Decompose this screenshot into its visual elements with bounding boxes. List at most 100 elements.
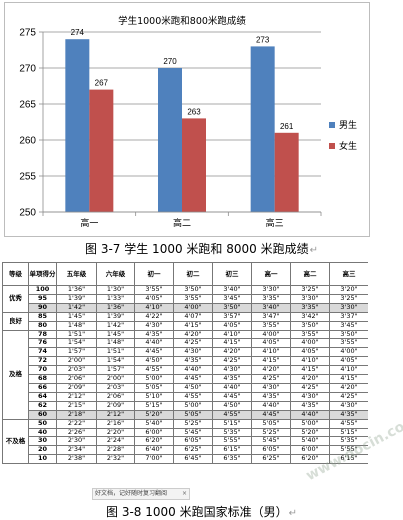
y-tick-label: 255 <box>19 172 36 183</box>
time-cell: 4'55" <box>212 409 252 420</box>
score-cell: 78 <box>28 329 57 340</box>
bar <box>274 132 299 212</box>
column-header: 五年级 <box>56 262 97 286</box>
data-label: 261 <box>280 122 294 131</box>
paragraph-mark: ↵ <box>288 508 297 519</box>
time-cell: 2'24" <box>96 436 135 447</box>
time-cell: 4'15" <box>290 365 330 376</box>
time-cell: 1'30" <box>96 285 135 295</box>
time-cell: 5'40" <box>290 436 330 447</box>
time-cell: 2'18" <box>56 409 97 420</box>
time-cell: 4'30" <box>134 320 174 331</box>
figure-caption-text: 图 3-8 1000 米跑国家标准（男） <box>106 505 288 519</box>
time-cell: 4'05" <box>212 320 252 331</box>
time-cell: 6'20" <box>134 436 174 447</box>
time-cell: 6'00" <box>290 445 330 456</box>
time-cell: 3'35" <box>251 293 291 304</box>
popup-banner[interactable]: 好文档，记好随时复习翻阅 × <box>92 488 190 500</box>
time-cell: 4'50" <box>212 400 252 411</box>
time-cell: 4'10" <box>290 356 330 367</box>
time-cell: 6'05" <box>251 445 291 456</box>
bar-chart: 学生1000米跑和800米跑成绩 250 255 260 265 270 275 274 267… <box>19 15 357 229</box>
data-label: 263 <box>187 107 201 116</box>
time-cell: 1'42" <box>56 302 97 313</box>
table-row: 良好 85 1'45" 1'39" 4'22" 4'07" 3'57" 3'47" 3'42" 3… <box>2 311 368 331</box>
time-cell: 1'39" <box>96 311 135 322</box>
table-row: 10 2'38" 2'32" 7'00" 6'45" 6'35" 6'25" 6'20" 6'1… <box>3 454 368 465</box>
time-cell: 2'30" <box>56 436 97 447</box>
close-icon[interactable]: × <box>181 490 187 497</box>
time-cell: 2'38" <box>56 454 97 465</box>
time-cell: 4'40" <box>212 382 252 393</box>
time-cell: 3'25" <box>329 293 368 304</box>
time-cell: 3'50" <box>329 329 368 340</box>
time-cell: 5'25" <box>173 418 213 429</box>
x-tick-label: 高三 <box>266 217 284 229</box>
time-cell: 4'10" <box>134 302 174 313</box>
figure-caption-3-7: 图 3-7 学生 1000 米跑和 8000 米跑成绩↵ <box>0 240 403 257</box>
table-header-row: 等级 单项得分 五年级 六年级 初一 初二 初三 高一 高二 高三 <box>2 262 368 286</box>
time-cell: 4'30" <box>329 400 368 411</box>
time-cell: 1'57" <box>56 347 97 358</box>
time-cell: 2'03" <box>96 382 135 393</box>
time-cell: 4'10" <box>212 329 252 340</box>
bar <box>65 39 90 213</box>
time-cell: 1'48" <box>56 320 97 331</box>
time-cell: 4'45" <box>251 409 291 420</box>
time-cell: 1'36" <box>56 285 97 295</box>
score-cell: 20 <box>28 445 57 456</box>
column-header: 初三 <box>212 262 252 286</box>
time-cell: 2'12" <box>96 409 135 420</box>
time-cell: 2'34" <box>56 445 97 456</box>
time-cell: 4'20" <box>329 382 368 393</box>
time-cell: 1'57" <box>96 365 135 376</box>
time-cell: 3'55" <box>173 293 213 304</box>
bar <box>250 46 275 213</box>
paragraph-mark: ↵ <box>309 245 318 256</box>
score-cell: 74 <box>28 347 57 358</box>
time-cell: 3'55" <box>251 320 291 331</box>
time-cell: 4'20" <box>173 329 213 340</box>
time-cell: 2'32" <box>96 454 135 465</box>
table-row: 72 2'00" 1'54" 4'50" 4'35" 4'25" 4'15" 4'10" 4'0… <box>3 356 368 367</box>
time-cell: 5'10" <box>134 391 174 402</box>
table-row: 90 1'42" 1'36" 4'10" 4'00" 3'50" 3'40" 3'35" 3'3… <box>3 302 368 313</box>
time-cell: 4'05" <box>134 293 174 304</box>
legend-swatch <box>329 122 335 128</box>
table-row: 74 1'57" 1'51" 4'45" 4'30" 4'20" 4'10" 4'05" 4'0… <box>3 347 368 358</box>
column-header: 初二 <box>173 262 213 286</box>
time-cell: 4'20" <box>251 365 291 376</box>
score-cell: 100 <box>28 285 57 295</box>
table-row: 优秀 100 1'36" 1'30" 3'55" 3'50" 3'40" 3'30" 3'25"… <box>2 285 368 313</box>
standards-table-wrap: 等级 单项得分 五年级 六年级 初一 初二 初三 高一 高二 高三 优秀 100 1'36" 1'30"… <box>2 262 368 497</box>
time-cell: 6'15" <box>212 445 252 456</box>
time-cell: 4'30" <box>173 347 213 358</box>
time-cell: 6'00" <box>134 427 174 438</box>
time-cell: 3'20" <box>329 285 368 295</box>
time-cell: 2'28" <box>96 445 135 456</box>
time-cell: 5'05" <box>251 418 291 429</box>
time-cell: 5'35" <box>212 427 252 438</box>
time-cell: 4'25" <box>290 382 330 393</box>
time-cell: 4'00" <box>329 347 368 358</box>
time-cell: 1'36" <box>96 302 135 313</box>
time-cell: 4'40" <box>290 409 330 420</box>
time-cell: 1'51" <box>96 347 135 358</box>
time-cell: 5'25" <box>251 427 291 438</box>
time-cell: 4'15" <box>329 374 368 384</box>
time-cell: 2'06" <box>56 374 97 384</box>
table-row: 30 2'30" 2'24" 6'20" 6'05" 5'55" 5'45" 5'40" 5'3… <box>3 436 368 447</box>
y-tick-label: 270 <box>19 64 36 75</box>
time-cell: 3'37" <box>329 311 368 322</box>
column-header: 高三 <box>329 262 368 286</box>
time-cell: 4'55" <box>329 418 368 429</box>
time-cell: 4'35" <box>173 356 213 367</box>
score-cell: 72 <box>28 356 57 367</box>
level-cell: 优秀 <box>2 285 29 313</box>
time-cell: 1'45" <box>56 311 97 322</box>
time-cell: 3'55" <box>290 329 330 340</box>
data-label: 267 <box>95 79 109 88</box>
table-row: 60 2'18" 2'12" 5'20" 5'05" 4'55" 4'45" 4'40" 4'3… <box>3 409 368 420</box>
time-cell: 5'55" <box>212 436 252 447</box>
table-row: 76 1'54" 1'48" 4'40" 4'25" 4'15" 4'05" 4'00" 3'5… <box>3 338 368 349</box>
